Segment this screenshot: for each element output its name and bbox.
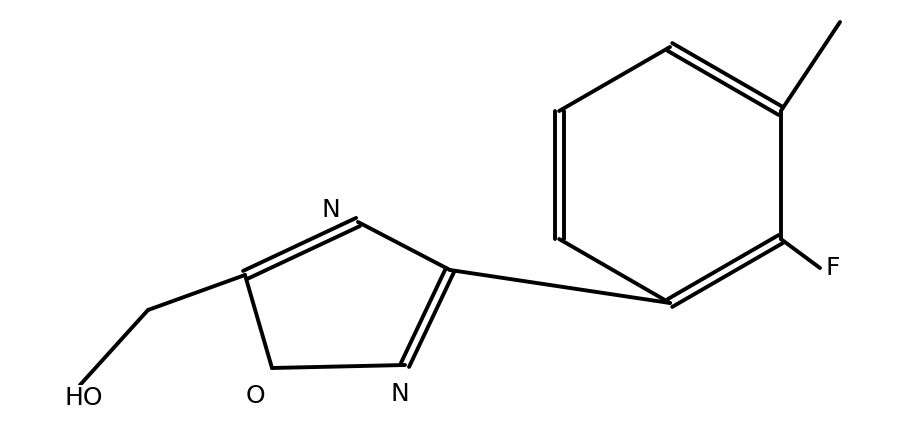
Text: N: N: [321, 198, 340, 222]
Text: F: F: [825, 256, 840, 280]
Text: O: O: [245, 384, 265, 408]
Text: N: N: [390, 382, 409, 406]
Text: HO: HO: [65, 386, 103, 410]
